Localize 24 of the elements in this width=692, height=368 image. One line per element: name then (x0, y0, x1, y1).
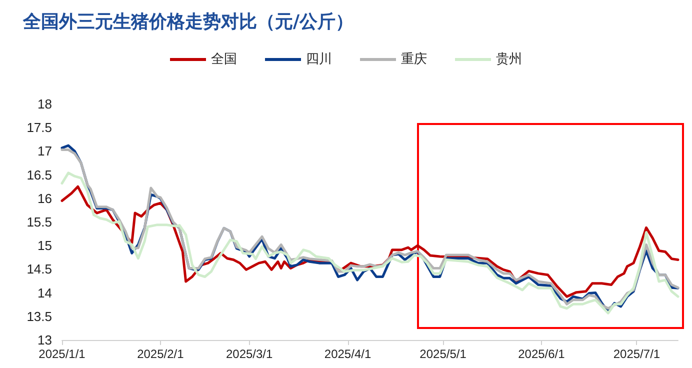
x-tick-label: 2025/5/1 (420, 347, 467, 361)
x-tick-label: 2025/3/1 (226, 347, 274, 361)
legend-label: 重庆 (401, 52, 427, 67)
chart-title: 全国外三元生猪价格走势对比（元/公斤） (22, 12, 354, 32)
x-tick-label: 2025/4/1 (324, 347, 372, 361)
x-tick-label: 2025/6/1 (518, 347, 566, 361)
legend-label: 全国 (211, 52, 237, 67)
x-tick-label: 2025/2/1 (137, 347, 184, 361)
x-tick-label: 2025/1/1 (38, 347, 86, 361)
y-tick-label: 18 (38, 96, 52, 112)
legend-label: 贵州 (496, 52, 522, 67)
legend-label: 四川 (306, 52, 332, 67)
y-tick-label: 16 (38, 190, 52, 206)
y-tick-label: 17.5 (26, 120, 52, 136)
y-tick-label: 15 (38, 238, 52, 254)
x-tick-label: 2025/7/1 (613, 347, 660, 361)
y-tick-label: 14 (38, 285, 52, 300)
y-tick-label: 13 (38, 332, 52, 348)
y-tick-label: 14.5 (26, 262, 52, 277)
line-series (60, 172, 680, 314)
y-tick-label: 13.5 (26, 308, 52, 324)
y-tick-label: 17 (38, 144, 52, 159)
y-tick-label: 16.5 (26, 167, 52, 182)
y-tick-label: 15.5 (26, 214, 52, 230)
